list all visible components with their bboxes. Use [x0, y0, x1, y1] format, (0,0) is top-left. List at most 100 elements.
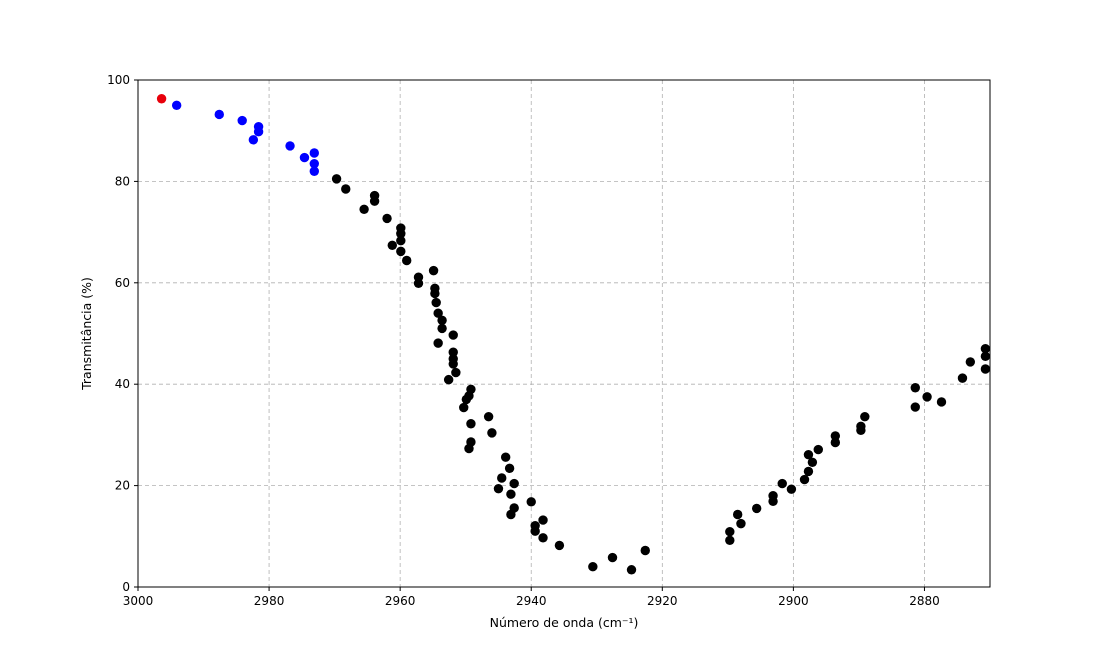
- y-tick-label: 20: [115, 479, 130, 493]
- x-tick-label: 2980: [254, 594, 285, 608]
- y-axis-label: Transmitância (%): [79, 277, 94, 391]
- data-point: [910, 402, 920, 412]
- data-point: [431, 297, 441, 308]
- data-point: [443, 374, 454, 385]
- data-point: [736, 518, 746, 529]
- data-point: [910, 383, 920, 393]
- data-point: [957, 373, 968, 383]
- y-tick-label: 60: [115, 276, 130, 290]
- data-point: [396, 246, 406, 257]
- data-point: [402, 255, 412, 266]
- y-tick-label: 100: [107, 73, 130, 87]
- data-point: [830, 437, 841, 448]
- x-tick-label: 2920: [647, 594, 678, 608]
- grid-lines: [138, 80, 990, 587]
- data-point: [504, 463, 515, 474]
- data-point: [588, 562, 598, 572]
- data-point: [461, 394, 472, 405]
- data-point: [309, 158, 319, 169]
- data-point: [369, 196, 380, 206]
- data-point: [965, 357, 976, 367]
- data-point: [413, 278, 424, 289]
- data-point: [341, 184, 351, 194]
- y-tick-label: 80: [115, 174, 130, 188]
- data-point: [530, 526, 540, 536]
- data-point: [803, 466, 814, 477]
- data-point: [253, 127, 264, 137]
- data-point: [626, 565, 637, 575]
- x-tick-label: 2940: [516, 594, 547, 608]
- data-point: [640, 545, 650, 556]
- data-point: [396, 228, 406, 239]
- data-point: [922, 392, 932, 402]
- x-tick-label: 3000: [123, 594, 154, 608]
- data-point: [980, 351, 991, 362]
- data-point: [359, 204, 369, 214]
- data-point: [786, 484, 797, 494]
- data-point: [156, 94, 167, 104]
- data-point: [856, 425, 866, 436]
- data-point: [751, 503, 762, 514]
- data-point: [382, 213, 392, 224]
- data-point: [433, 308, 443, 318]
- data-point: [299, 152, 310, 163]
- data-point: [396, 236, 406, 246]
- data-point: [807, 457, 818, 467]
- data-point: [331, 174, 342, 184]
- data-points: [156, 94, 991, 575]
- data-point: [451, 367, 461, 378]
- data-point: [509, 478, 519, 489]
- data-point: [538, 533, 548, 543]
- data-point: [830, 431, 841, 441]
- data-point: [430, 288, 440, 299]
- data-point: [725, 535, 735, 546]
- x-tick-label: 2960: [385, 594, 416, 608]
- data-point: [777, 478, 787, 489]
- plot-frame: [137, 79, 991, 588]
- data-point: [248, 135, 259, 145]
- data-point: [487, 428, 497, 438]
- data-point: [799, 474, 810, 485]
- data-point: [506, 489, 516, 499]
- data-point: [725, 527, 735, 537]
- data-point: [285, 141, 295, 151]
- data-point: [500, 452, 511, 462]
- data-point: [237, 115, 247, 126]
- data-point: [860, 411, 870, 422]
- data-point: [309, 166, 319, 176]
- data-point: [433, 338, 443, 348]
- y-tick-label: 0: [122, 580, 130, 594]
- y-tick-label: 40: [115, 377, 130, 391]
- data-point: [214, 109, 224, 120]
- data-point: [387, 240, 397, 250]
- data-point: [459, 402, 469, 413]
- data-point: [813, 444, 823, 455]
- data-point: [980, 364, 991, 374]
- data-point: [428, 265, 439, 276]
- x-tick-label: 2900: [778, 594, 809, 608]
- data-point: [607, 552, 618, 563]
- data-point: [768, 496, 778, 507]
- data-point: [448, 359, 458, 369]
- data-point: [171, 100, 182, 111]
- axis-ticks: 3000 2980 2960 2940 2920 2900 2880 0 20 40 60 80 100: [107, 73, 940, 608]
- data-point: [493, 483, 504, 494]
- x-axis-label: Número de onda (cm⁻¹): [490, 615, 639, 630]
- data-point: [506, 509, 516, 520]
- data-point: [466, 419, 476, 429]
- data-point: [526, 497, 536, 507]
- data-point: [464, 443, 474, 454]
- data-point: [732, 509, 743, 520]
- data-point: [538, 515, 548, 525]
- data-point: [497, 473, 507, 483]
- data-point: [936, 397, 947, 407]
- data-point: [554, 540, 565, 551]
- data-point: [309, 148, 319, 158]
- data-point: [448, 347, 458, 357]
- data-point: [803, 449, 814, 460]
- data-point: [437, 323, 447, 334]
- data-point: [483, 411, 494, 422]
- data-point: [980, 344, 991, 354]
- x-tick-label: 2880: [909, 594, 940, 608]
